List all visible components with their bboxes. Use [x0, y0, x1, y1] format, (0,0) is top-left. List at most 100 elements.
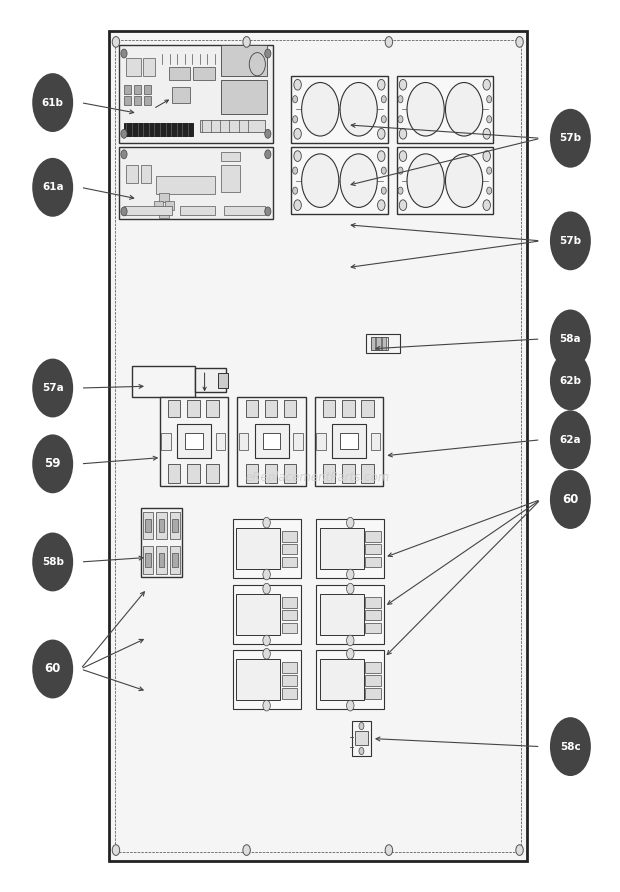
- Bar: [187, 400, 200, 417]
- Bar: [160, 397, 228, 486]
- Circle shape: [347, 517, 354, 528]
- Circle shape: [32, 640, 73, 698]
- Circle shape: [487, 187, 492, 194]
- Circle shape: [399, 128, 407, 139]
- Circle shape: [293, 167, 298, 174]
- Bar: [221, 152, 240, 161]
- Bar: [218, 373, 228, 388]
- Circle shape: [483, 151, 490, 161]
- Bar: [281, 597, 297, 607]
- Bar: [232, 585, 301, 644]
- Bar: [352, 721, 371, 756]
- Bar: [193, 67, 215, 80]
- Circle shape: [550, 310, 591, 368]
- Bar: [141, 165, 151, 183]
- Circle shape: [359, 723, 364, 730]
- Circle shape: [399, 79, 407, 90]
- Bar: [361, 464, 374, 483]
- Circle shape: [121, 49, 127, 58]
- Bar: [143, 58, 155, 76]
- Bar: [397, 76, 493, 143]
- Bar: [371, 433, 381, 450]
- Circle shape: [243, 37, 250, 47]
- Bar: [232, 650, 301, 709]
- Bar: [239, 433, 249, 450]
- Circle shape: [487, 95, 492, 103]
- Text: 58c: 58c: [560, 741, 581, 752]
- Bar: [397, 147, 493, 214]
- Bar: [316, 519, 384, 578]
- Bar: [342, 400, 355, 417]
- Circle shape: [32, 158, 73, 217]
- Circle shape: [263, 648, 270, 659]
- Bar: [323, 400, 335, 417]
- Bar: [172, 553, 177, 566]
- Bar: [365, 675, 381, 686]
- Bar: [187, 464, 200, 483]
- Circle shape: [381, 95, 386, 103]
- Circle shape: [121, 207, 127, 216]
- Circle shape: [378, 200, 385, 211]
- Circle shape: [483, 200, 490, 211]
- Bar: [293, 433, 303, 450]
- Bar: [284, 464, 296, 483]
- Bar: [263, 433, 280, 449]
- Circle shape: [263, 517, 270, 528]
- Circle shape: [301, 153, 339, 208]
- Circle shape: [407, 83, 444, 136]
- Circle shape: [347, 648, 354, 659]
- Bar: [281, 610, 297, 621]
- Bar: [365, 557, 381, 567]
- Bar: [124, 85, 131, 94]
- Circle shape: [249, 53, 265, 76]
- Bar: [236, 528, 280, 569]
- Circle shape: [407, 153, 444, 208]
- Bar: [159, 519, 164, 533]
- Bar: [124, 96, 131, 105]
- Bar: [169, 512, 180, 540]
- Bar: [172, 519, 177, 533]
- Text: 60: 60: [562, 493, 578, 506]
- Bar: [156, 176, 215, 194]
- Circle shape: [263, 583, 270, 594]
- Bar: [254, 424, 289, 458]
- Bar: [332, 424, 366, 458]
- Circle shape: [293, 95, 298, 103]
- Bar: [154, 201, 163, 210]
- Bar: [134, 96, 141, 105]
- Text: 62a: 62a: [560, 434, 581, 445]
- Bar: [224, 206, 265, 215]
- Bar: [315, 397, 383, 486]
- Bar: [316, 433, 326, 450]
- Bar: [108, 31, 527, 861]
- Bar: [159, 553, 164, 566]
- Bar: [145, 519, 151, 533]
- Circle shape: [265, 129, 271, 138]
- Circle shape: [347, 700, 354, 711]
- Bar: [281, 662, 297, 673]
- Circle shape: [32, 434, 73, 493]
- Bar: [221, 165, 240, 192]
- Bar: [246, 464, 258, 483]
- Circle shape: [398, 95, 403, 103]
- Bar: [365, 688, 381, 698]
- Text: 60: 60: [45, 663, 61, 675]
- Bar: [200, 120, 265, 132]
- Circle shape: [487, 116, 492, 123]
- Circle shape: [263, 569, 270, 580]
- Circle shape: [301, 83, 339, 136]
- Circle shape: [487, 167, 492, 174]
- Bar: [232, 519, 301, 578]
- Bar: [221, 45, 267, 76]
- Bar: [159, 209, 169, 218]
- Bar: [144, 96, 151, 105]
- Bar: [180, 206, 215, 215]
- Bar: [169, 546, 180, 574]
- Bar: [265, 464, 277, 483]
- Bar: [143, 512, 153, 540]
- Bar: [366, 334, 400, 353]
- Bar: [126, 58, 141, 76]
- Bar: [141, 508, 182, 577]
- Bar: [159, 193, 169, 202]
- Text: 58b: 58b: [42, 557, 64, 567]
